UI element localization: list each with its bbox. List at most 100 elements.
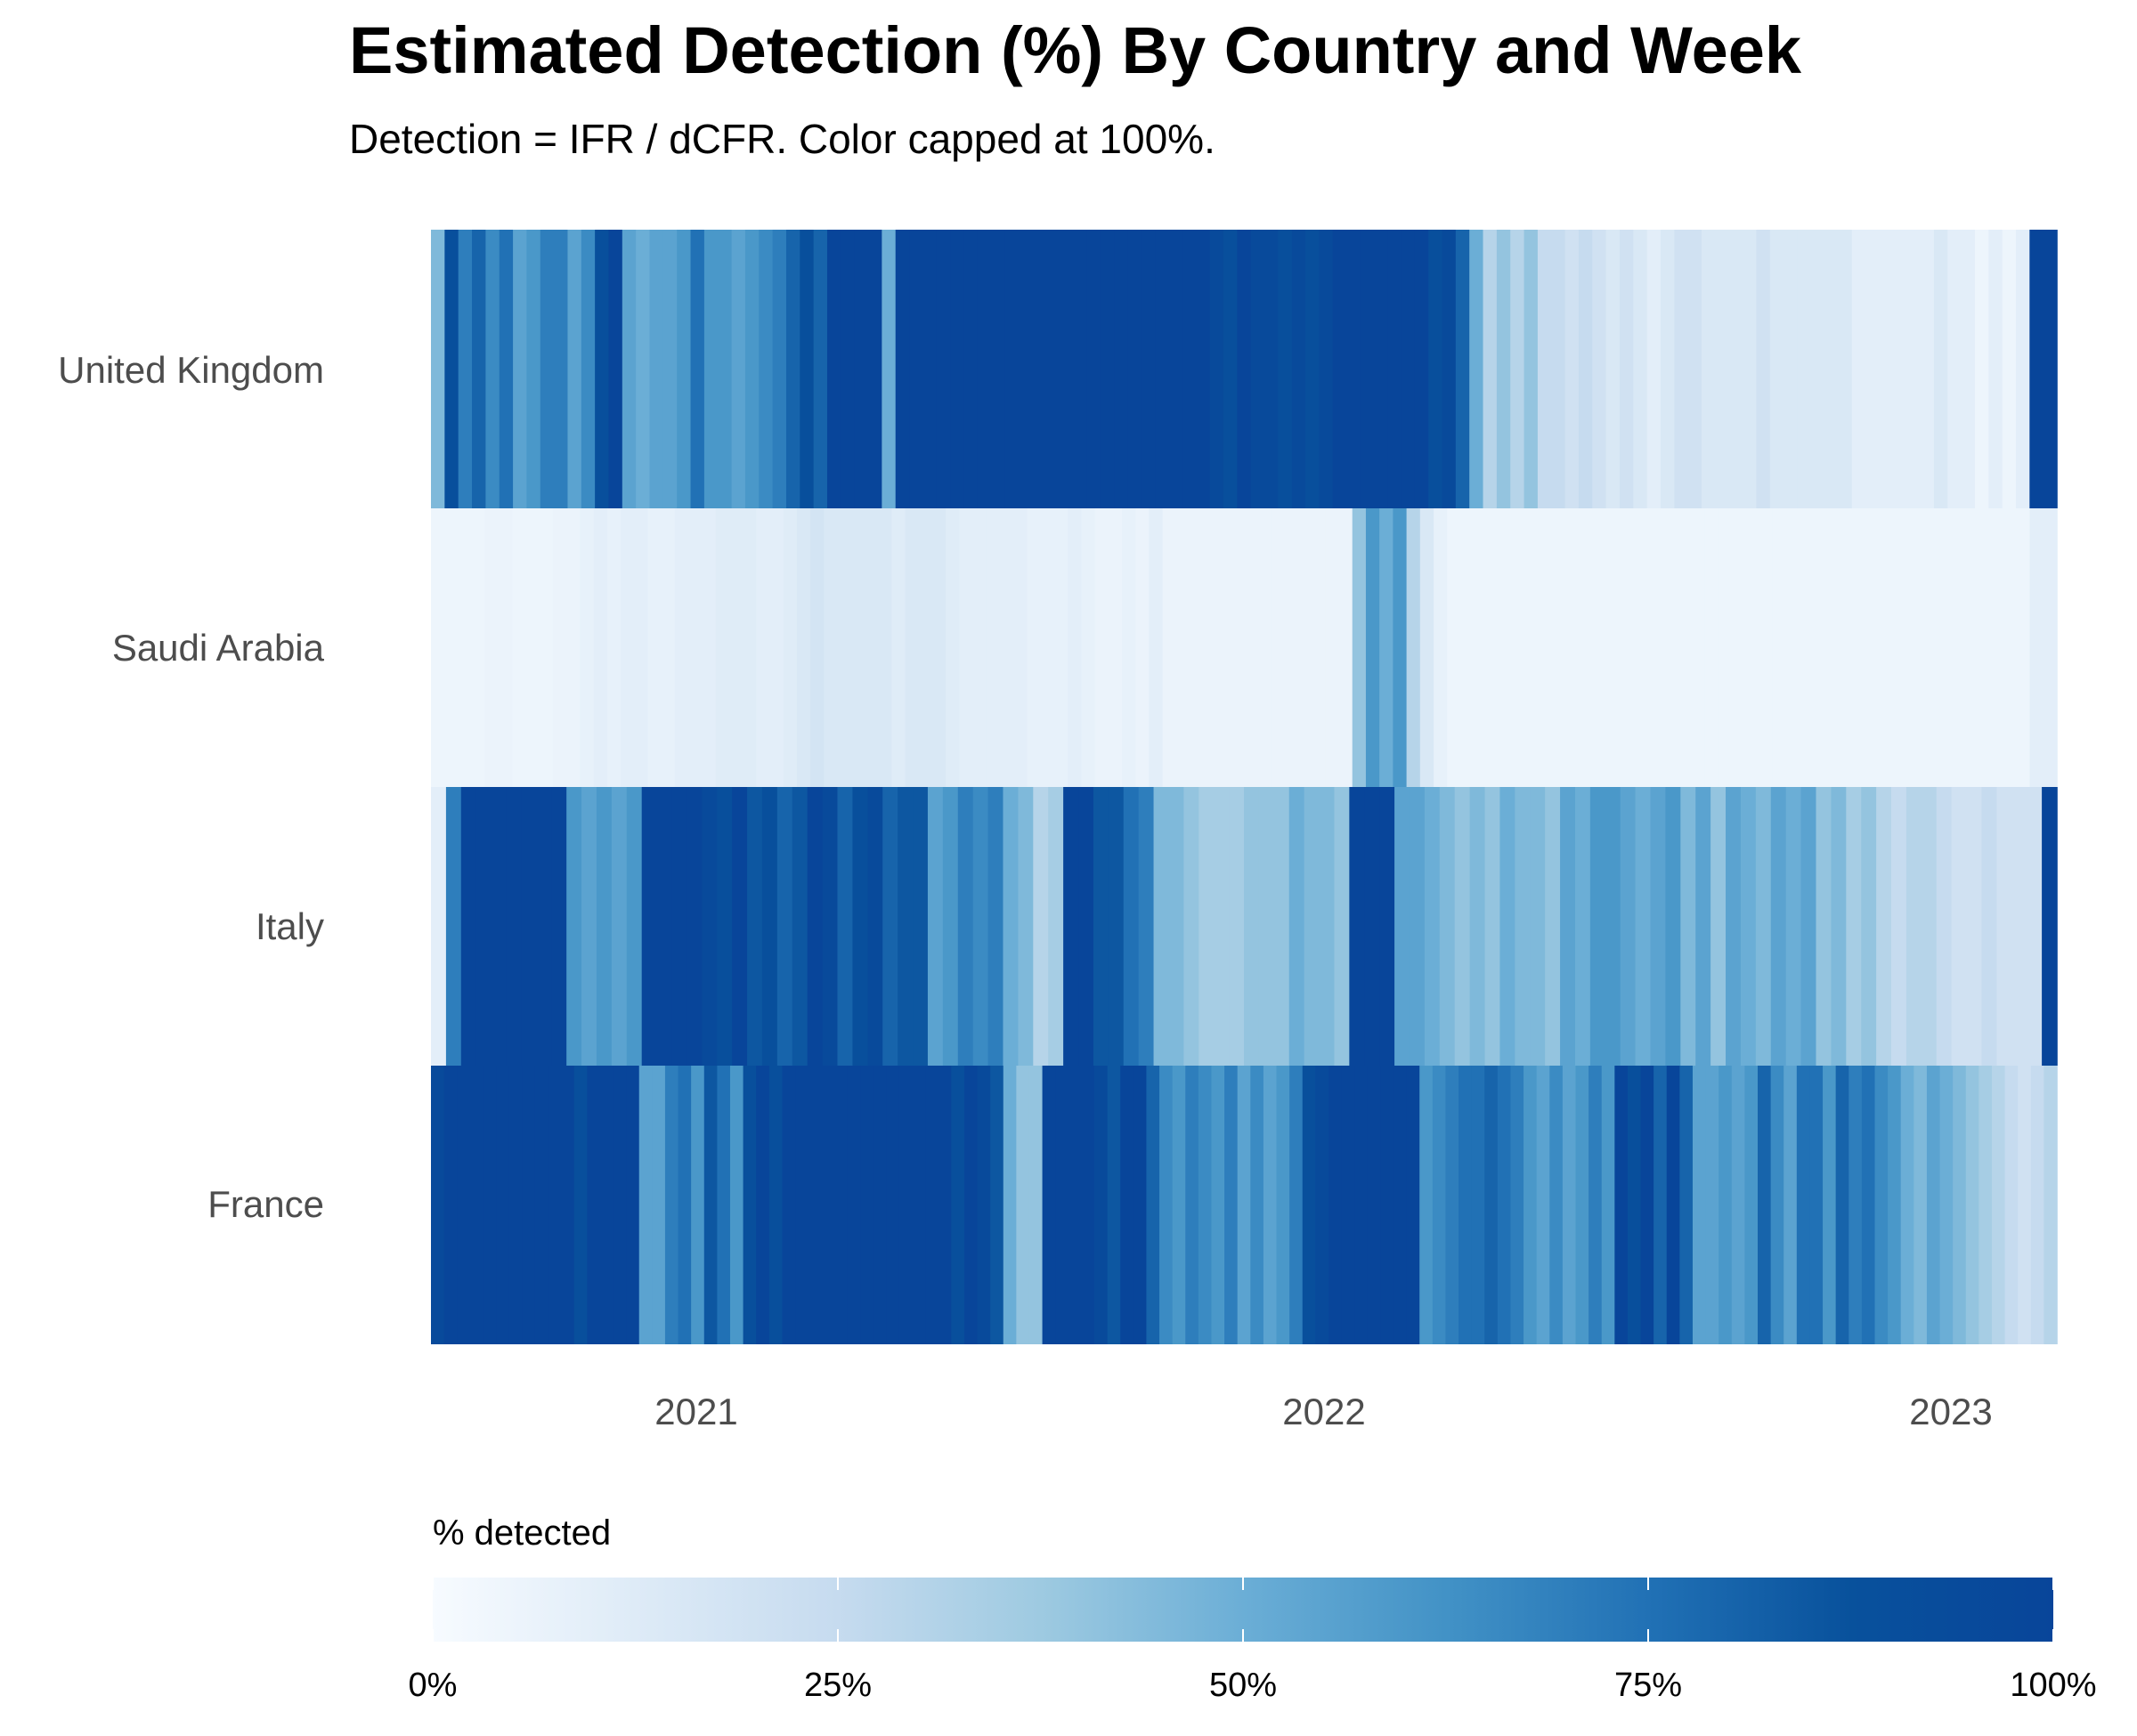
heatmap-cell-france (1263, 1066, 1278, 1344)
heatmap-cell-saudi-arabia (1650, 508, 1665, 787)
heatmap-cell-saudi-arabia (431, 508, 446, 787)
heatmap-cell-italy (1710, 787, 1727, 1066)
heatmap-cell-france (2018, 1066, 2032, 1344)
heatmap-cell-saudi-arabia (1853, 508, 1868, 787)
heatmap-cell-italy (1018, 787, 1035, 1066)
x-tick-2023: 2023 (1909, 1391, 1992, 1432)
heatmap-cell-saudi-arabia (702, 508, 717, 787)
heatmap-cell-france (1705, 1066, 1719, 1344)
heatmap-cell-united-kingdom (431, 230, 446, 508)
heatmap-cell-united-kingdom (922, 230, 938, 508)
heatmap-cell-saudi-arabia (1108, 508, 1123, 787)
heatmap-cell-united-kingdom (690, 230, 705, 508)
heatmap-cell-saudi-arabia (1596, 508, 1611, 787)
heatmap-cell-saudi-arabia (1894, 508, 1909, 787)
heatmap-cell-saudi-arabia (525, 508, 540, 787)
heatmap-cell-united-kingdom (772, 230, 787, 508)
heatmap-cell-italy (1831, 787, 1848, 1066)
heatmap-cell-france (768, 1066, 784, 1344)
heatmap-cell-united-kingdom (526, 230, 541, 508)
heatmap-cell-united-kingdom (2002, 230, 2017, 508)
heatmap-cell-saudi-arabia (1406, 508, 1421, 787)
heatmap-cell-italy (445, 787, 462, 1066)
heatmap-cell-italy (1499, 787, 1516, 1066)
heatmap-cell-italy (972, 787, 989, 1066)
heatmap-cell-saudi-arabia (1731, 508, 1746, 787)
heatmap-cell-italy (626, 787, 643, 1066)
heatmap-cell-france (626, 1066, 640, 1344)
heatmap-cell-italy (1349, 787, 1366, 1066)
heatmap-cell-saudi-arabia (1785, 508, 1800, 787)
heatmap-cell-italy (1288, 787, 1305, 1066)
heatmap-cell-united-kingdom (1469, 230, 1484, 508)
heatmap-cell-france (508, 1066, 524, 1344)
heatmap-cell-united-kingdom (1784, 230, 1799, 508)
heatmap-cell-united-kingdom (1428, 230, 1443, 508)
heatmap-cell-france (1549, 1066, 1564, 1344)
heatmap-cell-united-kingdom (1838, 230, 1853, 508)
heatmap-cell-united-kingdom (540, 230, 555, 508)
heatmap-cell-saudi-arabia (1975, 508, 1990, 787)
heatmap-cell-italy (475, 787, 492, 1066)
heatmap-cell-saudi-arabia (824, 508, 839, 787)
heatmap-cell-italy (1048, 787, 1064, 1066)
heatmap-cell-france (1679, 1066, 1694, 1344)
heatmap-cell-italy (1153, 787, 1170, 1066)
heatmap-cell-united-kingdom (513, 230, 528, 508)
heatmap-cell-france (1601, 1066, 1616, 1344)
heatmap-cell-italy (581, 787, 597, 1066)
heatmap-cell-france (1926, 1066, 1941, 1344)
heatmap-cell-france (1666, 1066, 1681, 1344)
heatmap-cell-saudi-arabia (1866, 508, 1881, 787)
heatmap-cell-france (743, 1066, 757, 1344)
heatmap-cell-italy (1755, 787, 1772, 1066)
heatmap-cell-united-kingdom (1401, 230, 1416, 508)
heatmap-cell-france (2044, 1066, 2058, 1344)
heatmap-cell-italy (2042, 787, 2058, 1066)
heatmap-cell-united-kingdom (472, 230, 487, 508)
heatmap-cell-france (833, 1066, 849, 1344)
heatmap-cell-france (1198, 1066, 1213, 1344)
heatmap-cell-united-kingdom (1291, 230, 1306, 508)
heatmap-cell-italy (1123, 787, 1140, 1066)
heatmap-cell-united-kingdom (1319, 230, 1334, 508)
heatmap-cell-italy (1424, 787, 1441, 1066)
legend-tick-marks (432, 1578, 2054, 1642)
heatmap-cell-united-kingdom (595, 230, 610, 508)
heatmap-cell-saudi-arabia (1419, 508, 1434, 787)
heatmap-cell-united-kingdom (1250, 230, 1265, 508)
heatmap-cell-france (1432, 1066, 1447, 1344)
heatmap-cell-saudi-arabia (621, 508, 636, 787)
heatmap-cell-france (1536, 1066, 1551, 1344)
heatmap-cell-france (691, 1066, 705, 1344)
heatmap-cell-saudi-arabia (1474, 508, 1489, 787)
heatmap-cell-france (1627, 1066, 1642, 1344)
heatmap-cell-italy (717, 787, 733, 1066)
heatmap-cell-france (1133, 1066, 1148, 1344)
heatmap-cell-united-kingdom (1619, 230, 1635, 508)
heatmap-cell-france (1640, 1066, 1654, 1344)
heatmap-cell-italy (1650, 787, 1667, 1066)
heatmap-cell-saudi-arabia (1826, 508, 1841, 787)
heatmap-cell-italy (1334, 787, 1351, 1066)
heatmap-cell-united-kingdom (1100, 230, 1116, 508)
heatmap-cell-italy (687, 787, 703, 1066)
heatmap-cell-italy (837, 787, 854, 1066)
heatmap-cell-saudi-arabia (1000, 508, 1015, 787)
heatmap-cell-italy (1183, 787, 1200, 1066)
legend-tick-25: 25% (804, 1667, 872, 1704)
heatmap-cell-france (1654, 1066, 1668, 1344)
heatmap-cell-saudi-arabia (2029, 508, 2044, 787)
heatmap-cell-france (1380, 1066, 1394, 1344)
heatmap-cell-united-kingdom (882, 230, 897, 508)
heatmap-cell-united-kingdom (649, 230, 664, 508)
heatmap-cell-italy (641, 787, 658, 1066)
heatmap-cell-france (2030, 1066, 2045, 1344)
heatmap-cell-united-kingdom (718, 230, 733, 508)
heatmap-cell-united-kingdom (1715, 230, 1730, 508)
heatmap-cell-saudi-arabia (1203, 508, 1218, 787)
heatmap-cell-saudi-arabia (1704, 508, 1719, 787)
heatmap-cell-italy (1454, 787, 1471, 1066)
heatmap-cell-france (1744, 1066, 1759, 1344)
